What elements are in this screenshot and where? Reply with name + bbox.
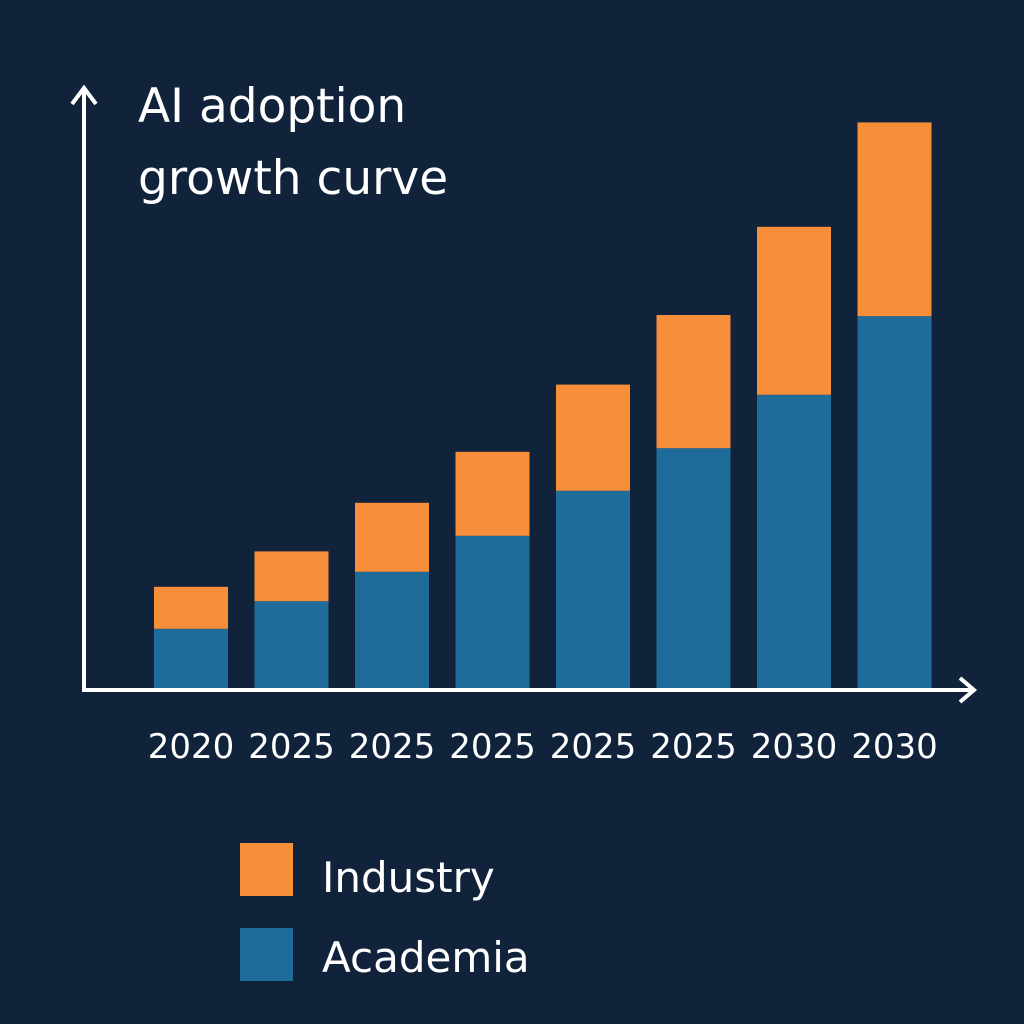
bar-academia-4 bbox=[556, 490, 630, 690]
x-tick-label: 2030 bbox=[851, 727, 938, 767]
legend-swatch-academia bbox=[240, 928, 293, 981]
bar-academia-2 bbox=[355, 571, 429, 690]
bar-industry-1 bbox=[254, 551, 329, 602]
legend-label-industry: Industry bbox=[322, 853, 495, 902]
bar-academia-1 bbox=[254, 601, 329, 690]
bar-industry-0 bbox=[154, 586, 228, 629]
bar-industry-3 bbox=[455, 451, 530, 536]
bar-industry-4 bbox=[556, 384, 630, 491]
x-tick-label: 2025 bbox=[248, 727, 335, 767]
bar-academia-3 bbox=[455, 535, 530, 690]
x-tick-label: 2020 bbox=[148, 727, 235, 767]
bar-academia-5 bbox=[656, 448, 731, 690]
bar-academia-6 bbox=[757, 394, 831, 690]
legend-swatch-industry bbox=[240, 843, 293, 896]
bar-industry-6 bbox=[757, 226, 831, 395]
bar-industry-5 bbox=[656, 315, 731, 449]
x-tick-label: 2025 bbox=[349, 727, 436, 767]
bar-academia-0 bbox=[154, 628, 228, 690]
bar-industry-2 bbox=[355, 502, 429, 572]
bar-industry-7 bbox=[857, 122, 932, 317]
x-tick-label: 2030 bbox=[751, 727, 838, 767]
chart-title-line-1: AI adoption bbox=[138, 79, 406, 134]
x-tick-label: 2025 bbox=[550, 727, 637, 767]
chart-title-line-2: growth curve bbox=[138, 151, 448, 206]
y-axis-arrow-icon bbox=[70, 84, 98, 106]
y-axis bbox=[70, 84, 98, 690]
bar-academia-7 bbox=[857, 316, 932, 690]
legend-label-academia: Academia bbox=[322, 933, 530, 982]
x-axis-arrow-icon bbox=[958, 676, 978, 704]
x-tick-label: 2025 bbox=[650, 727, 737, 767]
x-tick-label: 2025 bbox=[449, 727, 536, 767]
legend: Industry Academia bbox=[240, 843, 530, 982]
x-axis bbox=[82, 676, 978, 704]
